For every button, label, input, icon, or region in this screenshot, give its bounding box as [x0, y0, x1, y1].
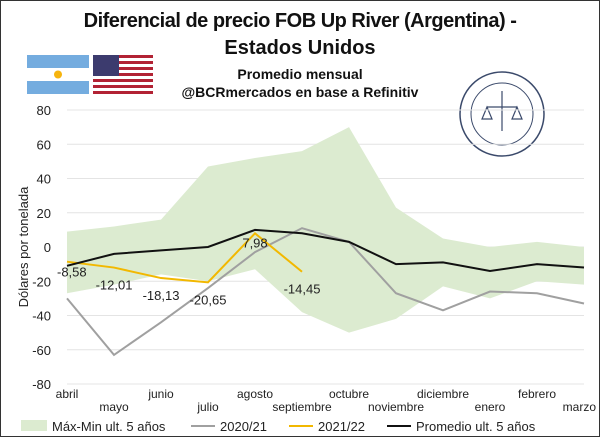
y-tick-label: 40	[37, 172, 51, 187]
series-line-Promedio ult. 5 años	[66, 228, 585, 272]
legend-label: 2021/22	[318, 419, 365, 434]
y-tick-label: -20	[32, 274, 51, 289]
flag-stripe	[93, 61, 153, 64]
data-label: -20,65	[190, 292, 227, 307]
x-tick-label: abril	[56, 387, 79, 401]
x-tick-label: mayo	[99, 400, 129, 414]
flag-stripe	[93, 55, 153, 58]
data-label: -12,01	[96, 278, 133, 293]
data-label: 7,98	[242, 235, 267, 250]
x-tick-label: septiembre	[272, 400, 332, 414]
legend-swatch	[21, 420, 47, 431]
flags	[27, 55, 153, 94]
series-line-2020/21	[66, 227, 585, 357]
band-area	[67, 127, 584, 333]
data-label: -18,13	[143, 288, 180, 303]
chart-title: Diferencial de precio FOB Up River (Arge…	[83, 10, 517, 32]
chart-title-2: Estados Unidos	[224, 37, 376, 59]
x-tick-label: octubre	[329, 387, 369, 401]
argentina-flag-icon	[27, 55, 89, 94]
y-tick-label: 20	[37, 206, 51, 221]
data-label: -8,58	[57, 265, 87, 280]
y-tick-label: -40	[32, 309, 51, 324]
x-tick-label: julio	[196, 400, 219, 414]
y-tick-label: 60	[37, 137, 51, 152]
y-tick-label: -80	[32, 377, 51, 392]
flag-stripe	[93, 73, 153, 76]
y-axis-label: Dólares por tonelada	[16, 186, 31, 307]
legend-label: Máx-Min ult. 5 años	[52, 419, 166, 434]
flag-stripe	[93, 67, 153, 70]
x-tick-label: diciembre	[417, 387, 469, 401]
legend-label: Promedio ult. 5 años	[416, 419, 536, 434]
bcr-seal-logo	[459, 71, 545, 157]
chart-source: @BCRmercados en base a Refinitiv	[181, 84, 419, 100]
x-tick-label: marzo	[563, 400, 597, 414]
x-tick-label: febrero	[518, 387, 556, 401]
data-label: -14,45	[284, 282, 321, 297]
series-line-2021/22	[66, 231, 303, 284]
flag-stripe	[93, 85, 153, 88]
x-tick-label: agosto	[237, 387, 273, 401]
y-tick-label: 0	[44, 240, 51, 255]
flag-stripe	[93, 91, 153, 94]
legend-label: 2020/21	[220, 419, 267, 434]
y-tick-label: 80	[37, 103, 51, 118]
usa-flag-icon	[93, 55, 153, 94]
y-tick-label: -60	[32, 343, 51, 358]
x-tick-label: enero	[475, 400, 506, 414]
x-tick-label: noviembre	[368, 400, 424, 414]
chart-subtitle: Promedio mensual	[237, 66, 363, 82]
x-tick-label: junio	[147, 387, 174, 401]
flag-stripe	[93, 79, 153, 82]
